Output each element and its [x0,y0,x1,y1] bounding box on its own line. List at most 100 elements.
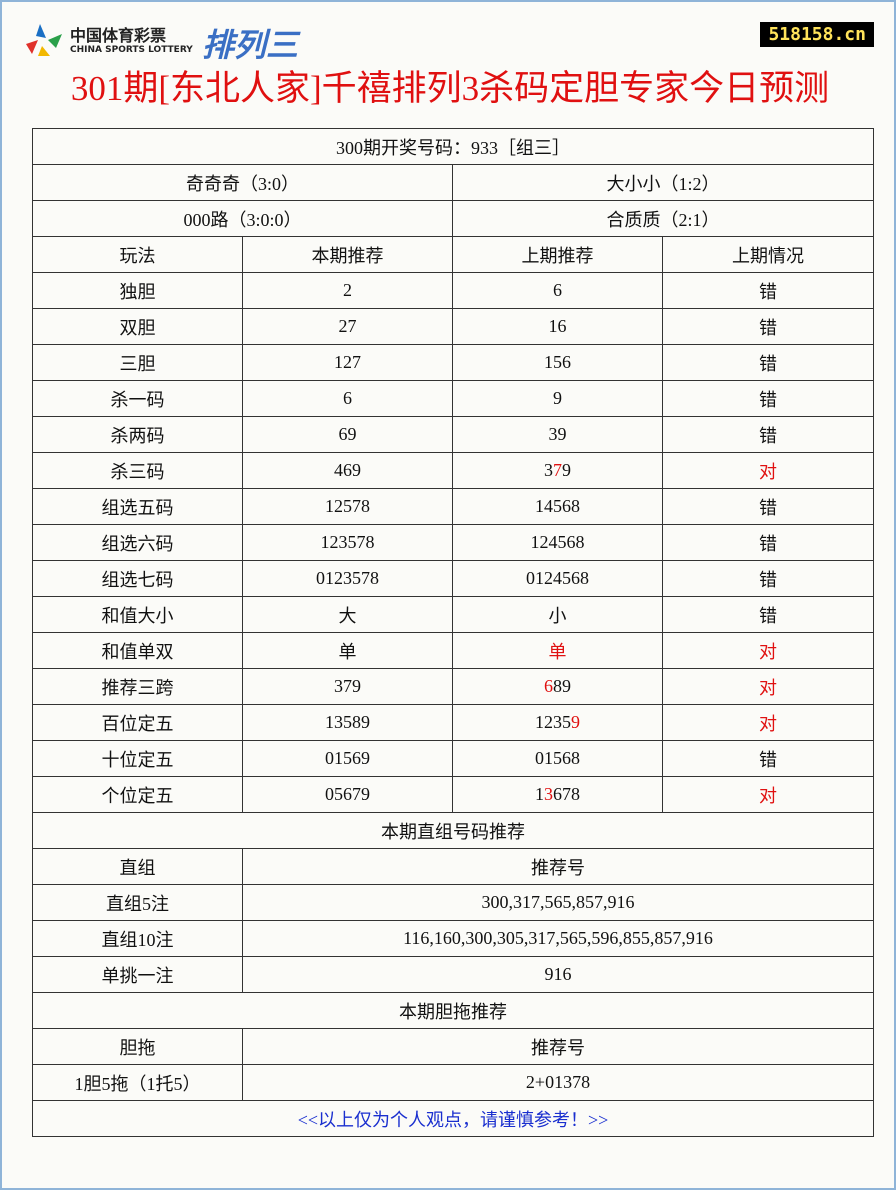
table-row: 单挑一注 916 [32,956,874,993]
logo-en: CHINA SPORTS LOTTERY [70,45,193,55]
table-row: 独胆 2 6 错 [32,272,874,309]
cell: 错 [662,416,874,453]
logo-cn: 中国体育彩票 [70,26,167,45]
section-title: 本期直组号码推荐 [32,812,874,849]
column-header: 本期推荐 [242,236,453,273]
table-row: 直组5注 300,317,565,857,916 [32,884,874,921]
table-row: 300期开奖号码：933［组三］ [32,128,874,165]
cell: 对 [662,632,874,669]
cell: 12578 [242,488,453,525]
table-row: 1胆5拖（1托5） 2+01378 [32,1064,874,1101]
cell: 0124568 [452,560,663,597]
cell: 9 [452,380,663,417]
cell: 2 [242,272,453,309]
cell-part: 9 [562,460,571,480]
cell: 和值大小 [32,596,243,633]
cell: 组选五码 [32,488,243,525]
cell: 16 [452,308,663,345]
cell: 错 [662,380,874,417]
table-row: 玩法 本期推荐 上期推荐 上期情况 [32,236,874,273]
cell: 直组10注 [32,920,243,957]
cell: 个位定五 [32,776,243,813]
cell: 组选七码 [32,560,243,597]
footer: <<以上仅为个人观点，请谨慎参考！>> [32,1100,874,1137]
cell: 独胆 [32,272,243,309]
table-row: 本期胆拖推荐 [32,992,874,1029]
cell: 错 [662,272,874,309]
cell: 杀两码 [32,416,243,453]
cell: 156 [452,344,663,381]
logo: 中国体育彩票 CHINA SPORTS LOTTERY 排列三 [22,20,322,64]
cell: 12359 [452,704,663,741]
table-row: 组选七码 0123578 0124568 错 [32,560,874,597]
cell-part: 1 [535,784,544,804]
column-header: 推荐号 [242,1028,874,1065]
table-row: <<以上仅为个人观点，请谨慎参考！>> [32,1100,874,1137]
cell: 13589 [242,704,453,741]
cell: 百位定五 [32,704,243,741]
cell: 0123578 [242,560,453,597]
table-row: 双胆 27 16 错 [32,308,874,345]
cell: 6 [452,272,663,309]
table-row: 个位定五 05679 13678 对 [32,776,874,813]
summary-cell: 大小小（1:2） [452,164,874,201]
table-row: 和值大小大小错 [32,596,874,633]
cell: 和值单双 [32,632,243,669]
draw-result: 300期开奖号码：933［组三］ [32,128,874,165]
title: 301期[东北人家]千禧排列3杀码定胆专家今日预测 [70,69,830,108]
cell: 错 [662,560,874,597]
cell: 错 [662,596,874,633]
cell: 300,317,565,857,916 [242,884,874,921]
table-row: 杀三码 469 379 对 [32,452,874,489]
summary-cell: 奇奇奇（3:0） [32,164,453,201]
cell-part: 对 [759,677,777,698]
cell: 05679 [242,776,453,813]
table-row: 推荐三跨 379 689 对 [32,668,874,705]
cell: 错 [662,344,874,381]
cell: 杀三码 [32,452,243,489]
table-row: 十位定五 01569 01568 错 [32,740,874,777]
cell: 直组5注 [32,884,243,921]
summary-cell: 合质质（2:1） [452,200,874,237]
cell-part: 89 [553,676,571,696]
column-header: 直组 [32,848,243,885]
table-row: 百位定五 13589 12359 对 [32,704,874,741]
cell: 6 [242,380,453,417]
cell: 组选六码 [32,524,243,561]
cell-part: 单 [548,641,567,662]
cell: 对 [662,452,874,489]
table: 300期开奖号码：933［组三］ 奇奇奇（3:0） 大小小（1:2） 000路（3:0… [32,128,874,1137]
cell: 杀一码 [32,380,243,417]
site: 518158.cn [760,22,874,47]
cell: 27 [242,308,453,345]
cell-part: 3 [544,784,553,804]
table-row: 三胆 127 156 错 [32,344,874,381]
cell-part: 对 [759,641,777,662]
cell: 2+01378 [242,1064,874,1101]
column-header: 胆拖 [32,1028,243,1065]
table-row: 和值单双单单对 [32,632,874,669]
cell: 单挑一注 [32,956,243,993]
cell-part: 对 [759,461,777,482]
logo-game: 排列三 [202,26,299,64]
cell: 大 [242,596,453,633]
cell: 对 [662,668,874,705]
cell: 69 [242,416,453,453]
cell: 01568 [452,740,663,777]
column-header: 玩法 [32,236,243,273]
column-header: 上期情况 [662,236,874,273]
table-row: 胆拖 推荐号 [32,1028,874,1065]
table-row: 直组10注 116,160,300,305,317,565,596,855,857… [32,920,874,957]
table-row: 本期直组号码推荐 [32,812,874,849]
cell-part: 9 [571,712,580,732]
cell: 13678 [452,776,663,813]
cell-part: 对 [759,713,777,734]
cell: 错 [662,488,874,525]
cell: 推荐三跨 [32,668,243,705]
cell: 对 [662,776,874,813]
cell: 916 [242,956,874,993]
table-row: 组选六码 123578 124568 错 [32,524,874,561]
cell: 三胆 [32,344,243,381]
cell: 379 [452,452,663,489]
